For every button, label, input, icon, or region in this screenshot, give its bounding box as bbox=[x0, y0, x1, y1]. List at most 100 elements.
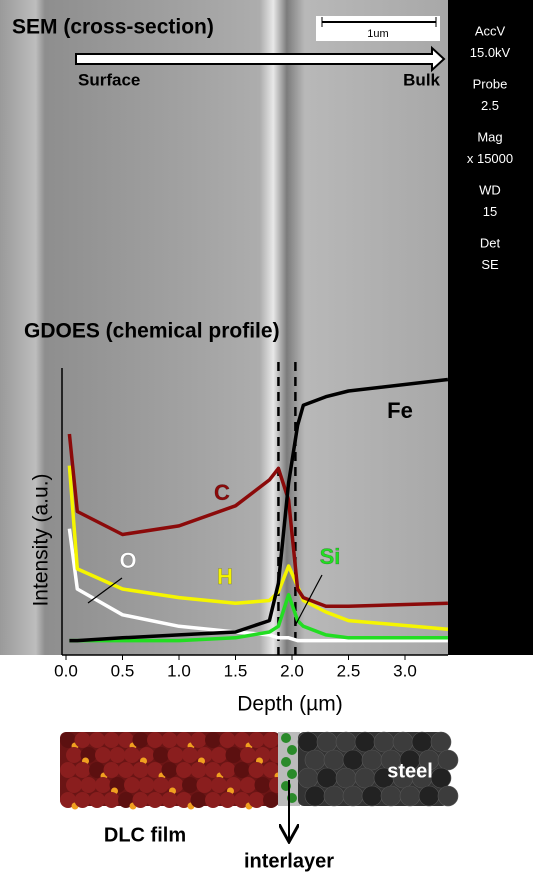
carbon-ball bbox=[191, 792, 207, 808]
carbon-ball bbox=[249, 792, 265, 808]
carbon-ball bbox=[95, 747, 111, 763]
carbon-ball bbox=[110, 747, 126, 763]
carbon-ball bbox=[205, 732, 221, 748]
fe-ball bbox=[431, 732, 451, 752]
fe-ball bbox=[298, 768, 318, 788]
carbon-ball bbox=[191, 732, 207, 748]
y-axis-title: Intensity (a.u.) bbox=[30, 473, 53, 606]
si-ball bbox=[287, 769, 297, 779]
x-tick-label: 1.0 bbox=[167, 661, 191, 680]
film-label: DLC film bbox=[104, 824, 186, 846]
carbon-ball bbox=[89, 732, 105, 748]
carbon-ball bbox=[255, 777, 271, 793]
carbon-ball bbox=[240, 747, 256, 763]
fe-ball bbox=[393, 732, 413, 752]
bulk-label: Bulk bbox=[403, 70, 440, 89]
x-tick-label: 0.0 bbox=[54, 661, 78, 680]
series-label: H bbox=[217, 564, 233, 589]
carbon-ball bbox=[139, 777, 155, 793]
fe-ball bbox=[317, 732, 337, 752]
fe-ball bbox=[431, 768, 451, 788]
carbon-ball bbox=[226, 747, 242, 763]
x-tick-label: 0.5 bbox=[111, 661, 135, 680]
steel-label: steel bbox=[387, 760, 433, 782]
fe-ball bbox=[343, 786, 363, 806]
carbon-ball bbox=[153, 777, 169, 793]
carbon-ball bbox=[104, 732, 120, 748]
carbon-ball bbox=[220, 762, 236, 778]
info-text: 2.5 bbox=[481, 98, 499, 113]
series-label: Si bbox=[320, 544, 341, 569]
carbon-ball bbox=[197, 777, 213, 793]
fe-ball bbox=[438, 750, 458, 770]
info-text: Mag bbox=[477, 129, 502, 144]
carbon-ball bbox=[104, 762, 120, 778]
x-tick-label: 2.0 bbox=[280, 661, 304, 680]
carbon-ball bbox=[211, 747, 227, 763]
info-text: x 15000 bbox=[467, 151, 513, 166]
fe-ball bbox=[317, 768, 337, 788]
carbon-ball bbox=[234, 762, 250, 778]
fe-ball bbox=[343, 750, 363, 770]
info-text: WD bbox=[479, 182, 501, 197]
carbon-ball bbox=[95, 777, 111, 793]
fe-ball bbox=[400, 786, 420, 806]
fe-ball bbox=[336, 732, 356, 752]
fe-ball bbox=[419, 786, 439, 806]
carbon-ball bbox=[182, 747, 198, 763]
carbon-ball bbox=[133, 732, 149, 748]
figure: AccV15.0kVProbe2.5Magx 15000WD15DetSE SE… bbox=[0, 0, 533, 876]
fe-ball bbox=[336, 768, 356, 788]
carbon-ball bbox=[89, 792, 105, 808]
surface-label: Surface bbox=[78, 70, 140, 89]
carbon-ball bbox=[249, 762, 265, 778]
carbon-ball bbox=[168, 747, 184, 763]
series-label: C bbox=[214, 480, 230, 505]
carbon-ball bbox=[75, 762, 91, 778]
si-ball bbox=[281, 757, 291, 767]
fe-ball bbox=[355, 768, 375, 788]
x-axis-title: Depth (µm) bbox=[237, 693, 342, 716]
carbon-ball bbox=[118, 762, 134, 778]
fe-ball bbox=[374, 732, 394, 752]
carbon-ball bbox=[104, 792, 120, 808]
carbon-ball bbox=[263, 732, 279, 748]
scale-label: 1um bbox=[367, 28, 388, 40]
carbon-ball bbox=[124, 777, 140, 793]
carbon-ball bbox=[147, 732, 163, 748]
carbon-ball bbox=[75, 732, 91, 748]
carbon-ball bbox=[240, 777, 256, 793]
fe-ball bbox=[305, 786, 325, 806]
fe-ball bbox=[355, 732, 375, 752]
carbon-ball bbox=[220, 732, 236, 748]
info-text: 15 bbox=[483, 204, 497, 219]
carbon-ball bbox=[66, 777, 82, 793]
info-text: Det bbox=[480, 235, 501, 250]
carbon-ball bbox=[162, 762, 178, 778]
fe-ball bbox=[438, 786, 458, 806]
x-tick-label: 2.5 bbox=[337, 661, 361, 680]
carbon-ball bbox=[75, 792, 91, 808]
interlayer-label: interlayer bbox=[244, 850, 334, 872]
si-ball bbox=[281, 733, 291, 743]
carbon-ball bbox=[124, 747, 140, 763]
fe-ball bbox=[305, 750, 325, 770]
carbon-ball bbox=[60, 762, 76, 778]
info-text: 15.0kV bbox=[470, 45, 511, 60]
carbon-ball bbox=[182, 777, 198, 793]
info-text: AccV bbox=[475, 23, 506, 38]
fe-ball bbox=[324, 750, 344, 770]
carbon-ball bbox=[191, 762, 207, 778]
carbon-ball bbox=[220, 792, 236, 808]
fe-ball bbox=[298, 732, 318, 752]
info-text: SE bbox=[481, 257, 499, 272]
chart-title: GDOES (chemical profile) bbox=[24, 320, 280, 343]
carbon-ball bbox=[153, 747, 169, 763]
carbon-ball bbox=[211, 777, 227, 793]
carbon-ball bbox=[133, 792, 149, 808]
carbon-ball bbox=[147, 792, 163, 808]
fe-ball bbox=[362, 750, 382, 770]
si-ball bbox=[287, 745, 297, 755]
carbon-ball bbox=[249, 732, 265, 748]
fe-ball bbox=[381, 786, 401, 806]
